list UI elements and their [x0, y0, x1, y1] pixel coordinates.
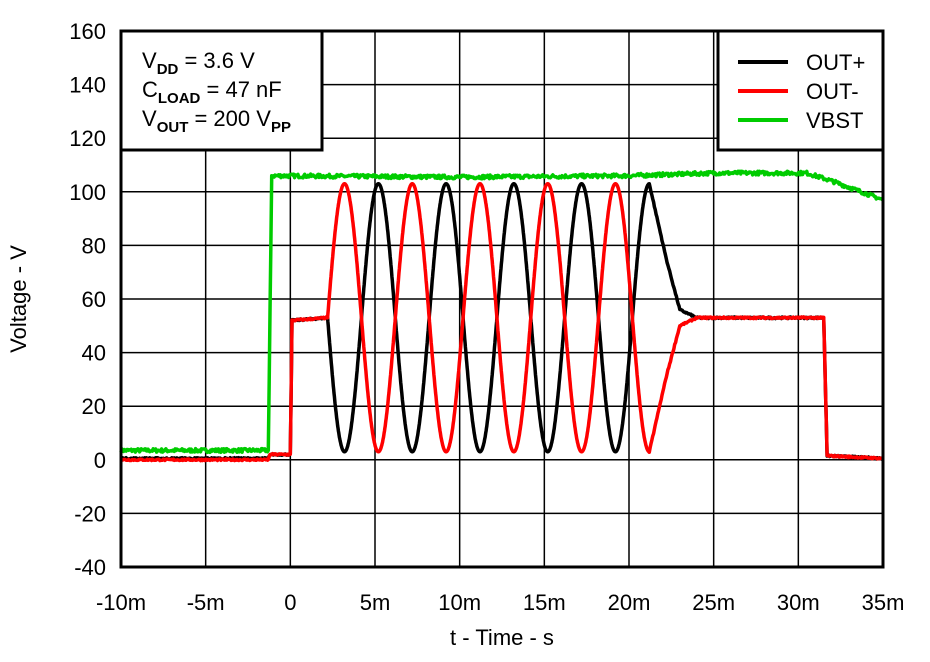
x-axis-label: t - Time - s [450, 625, 554, 650]
legend-label: VBST [806, 108, 863, 133]
x-tick-label: 25m [692, 590, 735, 615]
x-tick-label: 35m [862, 590, 905, 615]
y-axis-label: Voltage - V [6, 245, 31, 353]
series-line-vbst [119, 169, 884, 455]
x-tick-label: 20m [608, 590, 651, 615]
y-tick-label: 100 [69, 180, 106, 205]
y-tick-label: 60 [82, 287, 106, 312]
y-tick-label: -20 [74, 501, 106, 526]
x-tick-label: 10m [438, 590, 481, 615]
y-tick-label: 20 [82, 394, 106, 419]
y-tick-label: 160 [69, 19, 106, 44]
x-tick-label: -5m [187, 590, 225, 615]
x-tick-labels: -10m -5m 0 5m 10m 15m 20m 25m 30m 35m [96, 590, 904, 615]
plot-frame [119, 29, 885, 569]
annotation-line: VOUT = 200 VPP [142, 106, 291, 136]
legend-label: OUT- [806, 79, 859, 104]
x-tick-label: 15m [523, 590, 566, 615]
series-line-out [119, 182, 885, 462]
y-tick-label: 80 [82, 233, 106, 258]
y-tick-label: 0 [94, 448, 106, 473]
legend-label: OUT+ [806, 50, 865, 75]
y-tick-labels: 160 140 120 100 80 60 40 20 0 -20 -40 [69, 19, 106, 580]
y-tick-label: 40 [82, 341, 106, 366]
y-tick-label: -40 [74, 555, 106, 580]
series-line-out [120, 182, 885, 463]
y-tick-label: 140 [69, 73, 106, 98]
legend: OUT+ OUT- VBST [716, 29, 885, 152]
x-tick-label: 0 [284, 590, 296, 615]
annotation-line: VDD = 3.6 V [142, 48, 255, 78]
y-tick-label: 120 [69, 126, 106, 151]
series-lines [119, 169, 885, 463]
annotation-line: CLOAD = 47 nF [142, 77, 282, 107]
x-tick-label: 30m [777, 590, 820, 615]
x-tick-label: 5m [360, 590, 391, 615]
x-tick-label: -10m [96, 590, 146, 615]
